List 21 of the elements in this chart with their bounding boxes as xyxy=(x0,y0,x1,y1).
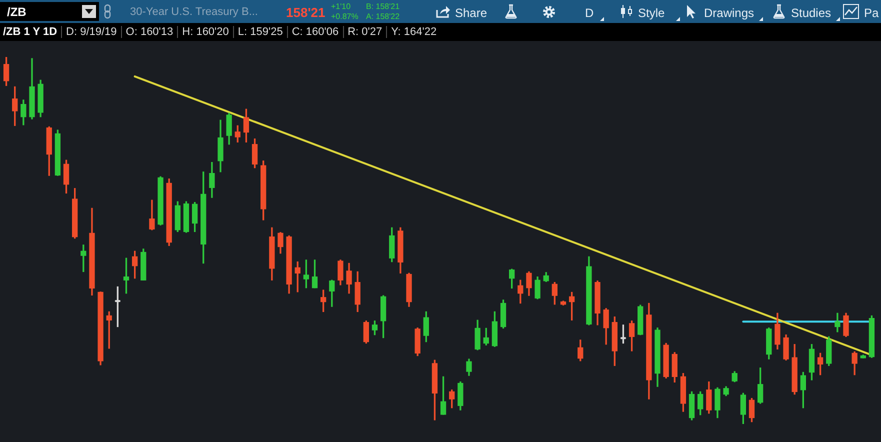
chart-title: 30-Year U.S. Treasury B... xyxy=(130,6,258,18)
text: O: 160'13 xyxy=(120,26,178,38)
text: Share xyxy=(455,6,488,20)
text: Studies xyxy=(791,6,832,20)
text: /ZB xyxy=(7,5,26,19)
text: H: 160'20 xyxy=(177,26,233,38)
text: +0.87% xyxy=(331,12,358,21)
chart-subtitle: /ZB 1 Y 1D xyxy=(2,26,58,38)
text: +1'10 xyxy=(331,2,351,11)
text: B: 158'21 xyxy=(366,2,400,11)
text: L: 159'25 xyxy=(232,26,287,38)
text: Drawings xyxy=(704,6,754,20)
text: Style xyxy=(638,6,665,20)
text: A: 158'22 xyxy=(366,12,400,21)
text: C: 160'06 xyxy=(286,26,343,38)
text: D: 9/19/19 xyxy=(61,26,121,38)
text: R: 0'27 xyxy=(342,26,386,38)
text: D xyxy=(585,6,594,20)
text: Y: 164'22 xyxy=(386,26,441,38)
text: 158'21 xyxy=(286,5,326,20)
text: Pa xyxy=(864,6,879,20)
